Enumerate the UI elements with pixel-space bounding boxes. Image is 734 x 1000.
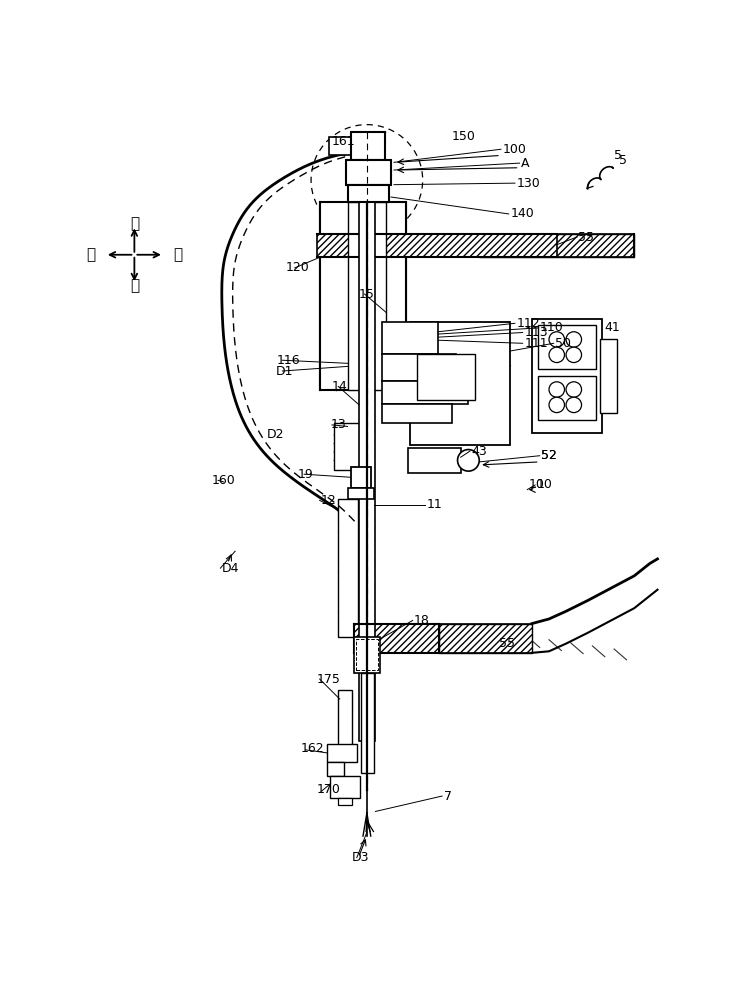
Text: 41: 41 xyxy=(605,321,620,334)
Bar xyxy=(356,639,378,670)
Circle shape xyxy=(549,382,564,397)
Text: D3: D3 xyxy=(352,851,370,864)
Text: 上: 上 xyxy=(130,216,139,231)
Bar xyxy=(538,376,596,420)
Bar xyxy=(359,202,374,741)
Text: D1: D1 xyxy=(276,365,294,378)
Bar xyxy=(351,466,371,488)
Bar xyxy=(382,322,438,354)
Bar xyxy=(338,499,358,637)
Text: 170: 170 xyxy=(316,783,341,796)
Bar xyxy=(382,354,456,381)
Text: 左: 左 xyxy=(87,247,95,262)
Text: 19: 19 xyxy=(298,468,313,481)
Text: 5: 5 xyxy=(614,149,622,162)
Circle shape xyxy=(566,347,581,363)
Circle shape xyxy=(457,450,479,471)
Bar xyxy=(479,234,634,257)
Bar xyxy=(354,624,439,653)
Bar xyxy=(329,137,352,155)
Text: 5: 5 xyxy=(619,154,627,167)
Bar xyxy=(327,762,344,776)
Text: 140: 140 xyxy=(510,207,534,220)
Bar xyxy=(351,132,385,160)
Bar xyxy=(333,423,360,470)
Bar xyxy=(600,339,617,413)
Text: 112: 112 xyxy=(517,317,540,330)
Bar xyxy=(410,322,510,445)
Bar xyxy=(320,202,406,390)
Bar xyxy=(382,381,468,404)
Circle shape xyxy=(549,347,564,363)
Text: 100: 100 xyxy=(503,143,526,156)
Text: 116: 116 xyxy=(276,354,299,367)
Text: 111: 111 xyxy=(524,337,548,350)
Text: 右: 右 xyxy=(173,247,182,262)
Text: 12: 12 xyxy=(321,494,337,507)
Text: D4: D4 xyxy=(222,562,239,575)
Text: 160: 160 xyxy=(212,474,236,487)
Text: 11: 11 xyxy=(426,498,443,512)
Text: 43: 43 xyxy=(471,445,487,458)
Text: 150: 150 xyxy=(452,130,476,143)
Text: 下: 下 xyxy=(130,278,139,293)
Bar xyxy=(347,185,389,202)
Text: 55: 55 xyxy=(578,231,595,244)
Text: 7: 7 xyxy=(443,790,451,803)
Circle shape xyxy=(549,332,564,347)
Text: 52: 52 xyxy=(541,449,557,462)
Text: 175: 175 xyxy=(316,673,341,686)
Circle shape xyxy=(566,397,581,413)
Bar xyxy=(338,798,352,805)
Text: 10: 10 xyxy=(537,478,553,491)
Circle shape xyxy=(549,397,564,413)
Bar xyxy=(316,234,557,257)
Bar xyxy=(417,354,476,400)
Bar xyxy=(338,690,352,747)
Text: A: A xyxy=(521,157,530,170)
Text: D2: D2 xyxy=(267,428,284,441)
Bar xyxy=(439,624,532,653)
Bar xyxy=(382,404,452,423)
Text: 13: 13 xyxy=(330,418,346,431)
Text: 52: 52 xyxy=(541,449,557,462)
Text: 130: 130 xyxy=(517,177,540,190)
Text: 113: 113 xyxy=(524,326,548,339)
Circle shape xyxy=(566,382,581,397)
Text: 55: 55 xyxy=(499,637,515,650)
Text: 161: 161 xyxy=(332,135,356,148)
Bar xyxy=(347,488,374,499)
Bar xyxy=(354,637,380,673)
Text: 15: 15 xyxy=(358,288,374,301)
Bar xyxy=(538,325,596,369)
Bar xyxy=(346,160,391,185)
Bar xyxy=(347,202,386,390)
Bar xyxy=(361,673,374,773)
Circle shape xyxy=(566,332,581,347)
Bar xyxy=(532,319,602,433)
Text: 50: 50 xyxy=(555,337,571,350)
Text: 14: 14 xyxy=(332,380,348,393)
Text: 18: 18 xyxy=(414,614,430,627)
Text: 162: 162 xyxy=(301,742,324,755)
Bar xyxy=(327,744,357,762)
Text: 120: 120 xyxy=(286,261,309,274)
Bar xyxy=(408,448,461,473)
Bar xyxy=(330,776,360,798)
Text: 10: 10 xyxy=(529,478,545,491)
Text: 110: 110 xyxy=(539,321,564,334)
